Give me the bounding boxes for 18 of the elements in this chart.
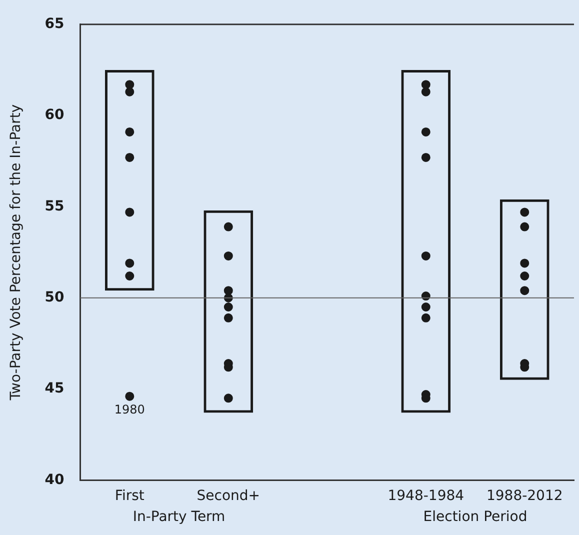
y-tick-label: 65	[44, 16, 64, 32]
bar	[204, 210, 254, 413]
x-tick-label: Second+	[196, 488, 260, 504]
y-tick-label: 40	[44, 472, 65, 488]
y-axis-title: Two-Party Vote Percentage for the In-Party	[8, 104, 24, 402]
x-tick-label: 1988-2012	[486, 488, 563, 504]
bar	[401, 70, 451, 413]
y-tick-label: 55	[44, 198, 64, 214]
bar	[500, 199, 550, 380]
bar	[104, 70, 154, 291]
y-tick-label: 45	[44, 380, 64, 397]
x-tick-label: First	[114, 488, 145, 504]
text: Election Period	[423, 508, 528, 525]
text: In-Party Term	[132, 508, 226, 525]
y-tick-label: 50	[44, 290, 65, 306]
x-tick-label: 1948-1984	[388, 488, 464, 504]
annotation: 1980	[114, 402, 145, 416]
y-tick-label: 60	[44, 107, 65, 124]
